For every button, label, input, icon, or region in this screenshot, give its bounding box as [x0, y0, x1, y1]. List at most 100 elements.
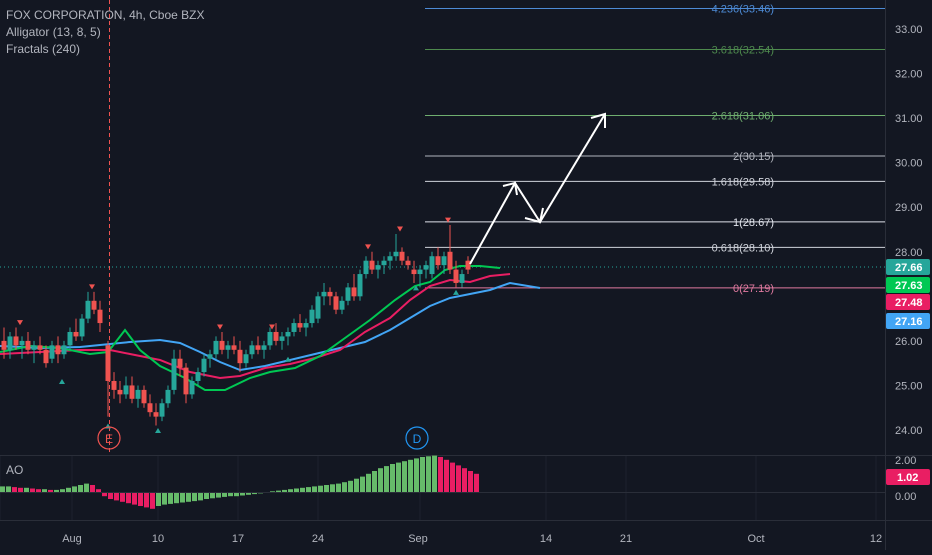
- ao-bar: [150, 492, 155, 509]
- candle-body: [91, 300, 97, 310]
- candle-body: [291, 323, 297, 332]
- fibonacci-extension[interactable]: 4.236(33.46) 3.618(32.54) 2.618(31.06) 2(30…: [425, 4, 885, 295]
- candle-body: [31, 345, 37, 350]
- ao-bar: [432, 455, 437, 492]
- time-tick-label: 12: [870, 533, 882, 545]
- candle: [243, 349, 249, 368]
- time-axis[interactable]: Aug 10 17 24 Sep 14 21 Oct 12: [62, 533, 882, 545]
- candle: [159, 398, 165, 422]
- fractal-up-marker: [285, 356, 291, 362]
- candle: [129, 376, 135, 404]
- fractal-down-marker: [217, 324, 223, 330]
- candle: [453, 260, 459, 288]
- candle: [61, 340, 67, 359]
- candle: [405, 256, 411, 270]
- candle: [147, 394, 153, 417]
- candle-body: [411, 269, 417, 275]
- price-tick-label: 32.00: [895, 69, 923, 81]
- time-tick-label: Aug: [62, 533, 82, 545]
- price-tick-label: 33.00: [895, 24, 923, 36]
- candle: [321, 282, 327, 306]
- dividend-event-marker[interactable]: D: [405, 426, 429, 450]
- candle: [303, 318, 309, 337]
- ao-bar: [48, 489, 53, 492]
- ao-bar: [378, 468, 383, 492]
- ao-axis: 2.00 0.00 1.02: [886, 455, 930, 503]
- arrow-head-2: [524, 207, 544, 224]
- fractals-legend[interactable]: Fractals (240): [6, 42, 81, 56]
- arrow-head-1: [502, 181, 518, 196]
- candle-body: [249, 345, 255, 355]
- candle: [195, 367, 201, 386]
- candle: [381, 256, 387, 275]
- earnings-event-marker[interactable]: E: [97, 426, 121, 450]
- candle: [135, 385, 141, 408]
- time-tick-label: Oct: [747, 533, 764, 545]
- ao-bar: [174, 492, 179, 504]
- candle-body: [267, 331, 273, 346]
- ao-bar: [12, 487, 17, 492]
- ao-bar: [240, 492, 245, 496]
- candle-body: [189, 380, 195, 395]
- candle: [73, 318, 79, 341]
- ao-bar: [246, 492, 251, 495]
- candle: [459, 269, 465, 288]
- candle-body: [357, 274, 363, 297]
- candle-body: [363, 260, 369, 275]
- candle: [363, 256, 369, 279]
- candle-body: [177, 358, 183, 368]
- candle: [291, 318, 297, 337]
- candlestick-series: [1, 225, 471, 426]
- ao-bar: [180, 492, 185, 503]
- symbol-title[interactable]: FOX CORPORATION, 4h, Cboe BZX: [6, 8, 205, 22]
- candle: [189, 376, 195, 399]
- candle-body: [255, 345, 261, 350]
- time-tick-label: Sep: [408, 533, 428, 545]
- forecast-arrows[interactable]: [469, 112, 606, 265]
- candle: [447, 225, 453, 275]
- candle: [423, 260, 429, 279]
- ao-bar: [330, 484, 335, 492]
- candle: [267, 327, 273, 350]
- candle-body: [369, 260, 375, 270]
- ao-bar: [24, 487, 29, 492]
- projection-path: [469, 113, 606, 265]
- ao-bar: [372, 471, 377, 492]
- price-tick-label: 26.00: [895, 336, 923, 348]
- price-badge: [886, 313, 930, 329]
- candle: [345, 282, 351, 306]
- candle: [111, 372, 117, 399]
- price-axis[interactable]: 33.00 32.00 31.00 30.00 29.00 28.00 26.00 25.00…: [886, 24, 930, 437]
- ao-bar: [294, 488, 299, 492]
- time-tick-label: 17: [232, 533, 244, 545]
- candle-body: [381, 260, 387, 266]
- fib-level-label: 1.618(29.58): [712, 176, 774, 188]
- candle-body: [135, 389, 141, 399]
- candle: [315, 291, 321, 324]
- candle-body: [405, 260, 411, 266]
- candle-body: [231, 345, 237, 350]
- fractal-down-marker: [445, 217, 451, 223]
- candle-body: [285, 331, 291, 337]
- fractal-up-marker: [59, 378, 65, 384]
- candle: [255, 336, 261, 355]
- ao-bar: [216, 492, 221, 498]
- fractal-up-marker: [155, 428, 161, 433]
- candle-body: [375, 265, 381, 270]
- candle: [309, 305, 315, 328]
- candle-body: [417, 269, 423, 275]
- candle: [201, 354, 207, 377]
- candle: [97, 300, 103, 332]
- ao-bar: [276, 490, 281, 492]
- ao-legend[interactable]: AO: [6, 463, 24, 477]
- ao-bar: [108, 492, 113, 499]
- ao-bar: [414, 458, 419, 492]
- ao-bar: [96, 489, 101, 492]
- candle-body: [327, 291, 333, 297]
- candle: [237, 340, 243, 373]
- candle: [357, 269, 363, 301]
- ao-bar: [360, 476, 365, 492]
- alligator-legend[interactable]: Alligator (13, 8, 5): [6, 25, 101, 39]
- candle-body: [147, 403, 153, 413]
